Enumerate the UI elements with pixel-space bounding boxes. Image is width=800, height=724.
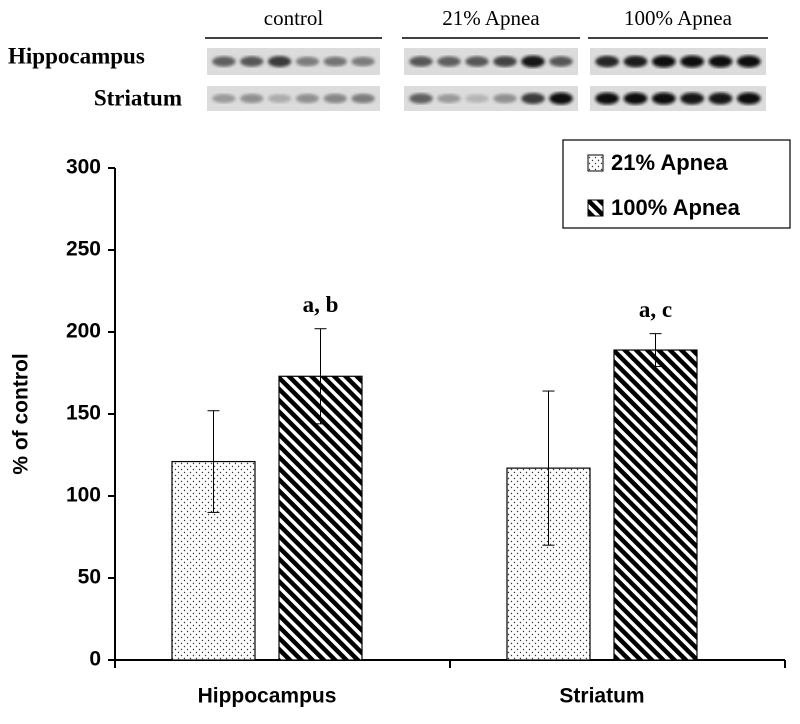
blot-band	[736, 55, 761, 68]
y-tick-label: 300	[66, 156, 101, 179]
legend-swatch	[587, 199, 604, 217]
blot-background	[590, 48, 766, 75]
blot-background	[207, 48, 380, 75]
blot-band	[240, 93, 264, 104]
error-bar	[314, 328, 327, 425]
chart: 0 50 100 150 200 250 300 % of control Hippocampu…	[10, 139, 791, 708]
blot-background	[404, 86, 578, 111]
legend-label: 100% Apnea	[611, 195, 741, 220]
x-tick-label: Striatum	[559, 685, 644, 708]
blot-band	[680, 92, 705, 105]
y-tick-label: 150	[66, 402, 101, 425]
blot-band	[736, 92, 761, 105]
blot-band	[493, 56, 517, 67]
y-tick-label: 200	[66, 320, 101, 343]
legend: 21% Apnea 100% Apnea	[562, 139, 791, 229]
blot-band	[323, 93, 347, 104]
blot-band	[651, 92, 676, 105]
bar	[613, 349, 698, 661]
error-bar	[207, 410, 220, 513]
blot-band	[437, 56, 461, 67]
blot-row-label: Hippocampus	[8, 43, 145, 68]
blot-band	[212, 56, 236, 67]
annotation: a, c	[639, 297, 672, 322]
blot-band	[521, 55, 545, 68]
blot-group-label: control	[264, 6, 324, 30]
blot-band	[595, 55, 620, 68]
blot-band	[295, 93, 320, 104]
y-tick-label: 0	[89, 648, 101, 671]
blot-band	[267, 56, 292, 67]
blot-band	[493, 93, 517, 104]
blot-background	[207, 86, 380, 111]
blot-band	[549, 92, 573, 105]
blot-group-label: 21% Apnea	[442, 6, 540, 30]
blot-band	[680, 55, 705, 68]
blot-band	[437, 94, 461, 103]
x-tick-label: Hippocampus	[198, 685, 337, 708]
y-axis-label: % of control	[10, 353, 33, 474]
blot-background	[404, 48, 578, 75]
blot-band	[409, 93, 433, 104]
blot-band	[708, 55, 733, 68]
error-bar	[649, 333, 662, 367]
blot-band	[465, 56, 489, 67]
blot-band	[267, 94, 292, 103]
blot-band	[623, 55, 648, 68]
blot-band	[212, 94, 236, 103]
error-bar	[542, 390, 555, 546]
blot-group-label: 100% Apnea	[624, 6, 733, 30]
blot-band	[549, 56, 573, 67]
annotation: a, b	[303, 292, 339, 317]
blot-band	[409, 56, 433, 67]
y-tick-label: 50	[78, 566, 101, 589]
bar	[171, 460, 256, 661]
blot-band	[240, 56, 264, 67]
western-blots: control 21% Apnea 100% Apnea Hippocampus Str…	[8, 6, 768, 111]
blot-band	[323, 56, 347, 67]
legend-label: 21% Apnea	[611, 150, 728, 175]
blot-band	[651, 55, 676, 68]
blot-band	[595, 92, 620, 105]
blot-band	[521, 93, 545, 104]
blot-band	[295, 56, 320, 67]
blot-band	[708, 92, 733, 105]
legend-swatch	[587, 154, 604, 172]
blot-band	[351, 56, 375, 67]
blot-band	[351, 93, 375, 104]
y-tick-label: 250	[66, 238, 101, 261]
blot-band	[623, 92, 648, 105]
blot-background	[590, 86, 766, 111]
blot-row-label: Striatum	[94, 85, 182, 110]
y-tick-label: 100	[66, 484, 101, 507]
blot-band	[465, 94, 489, 103]
